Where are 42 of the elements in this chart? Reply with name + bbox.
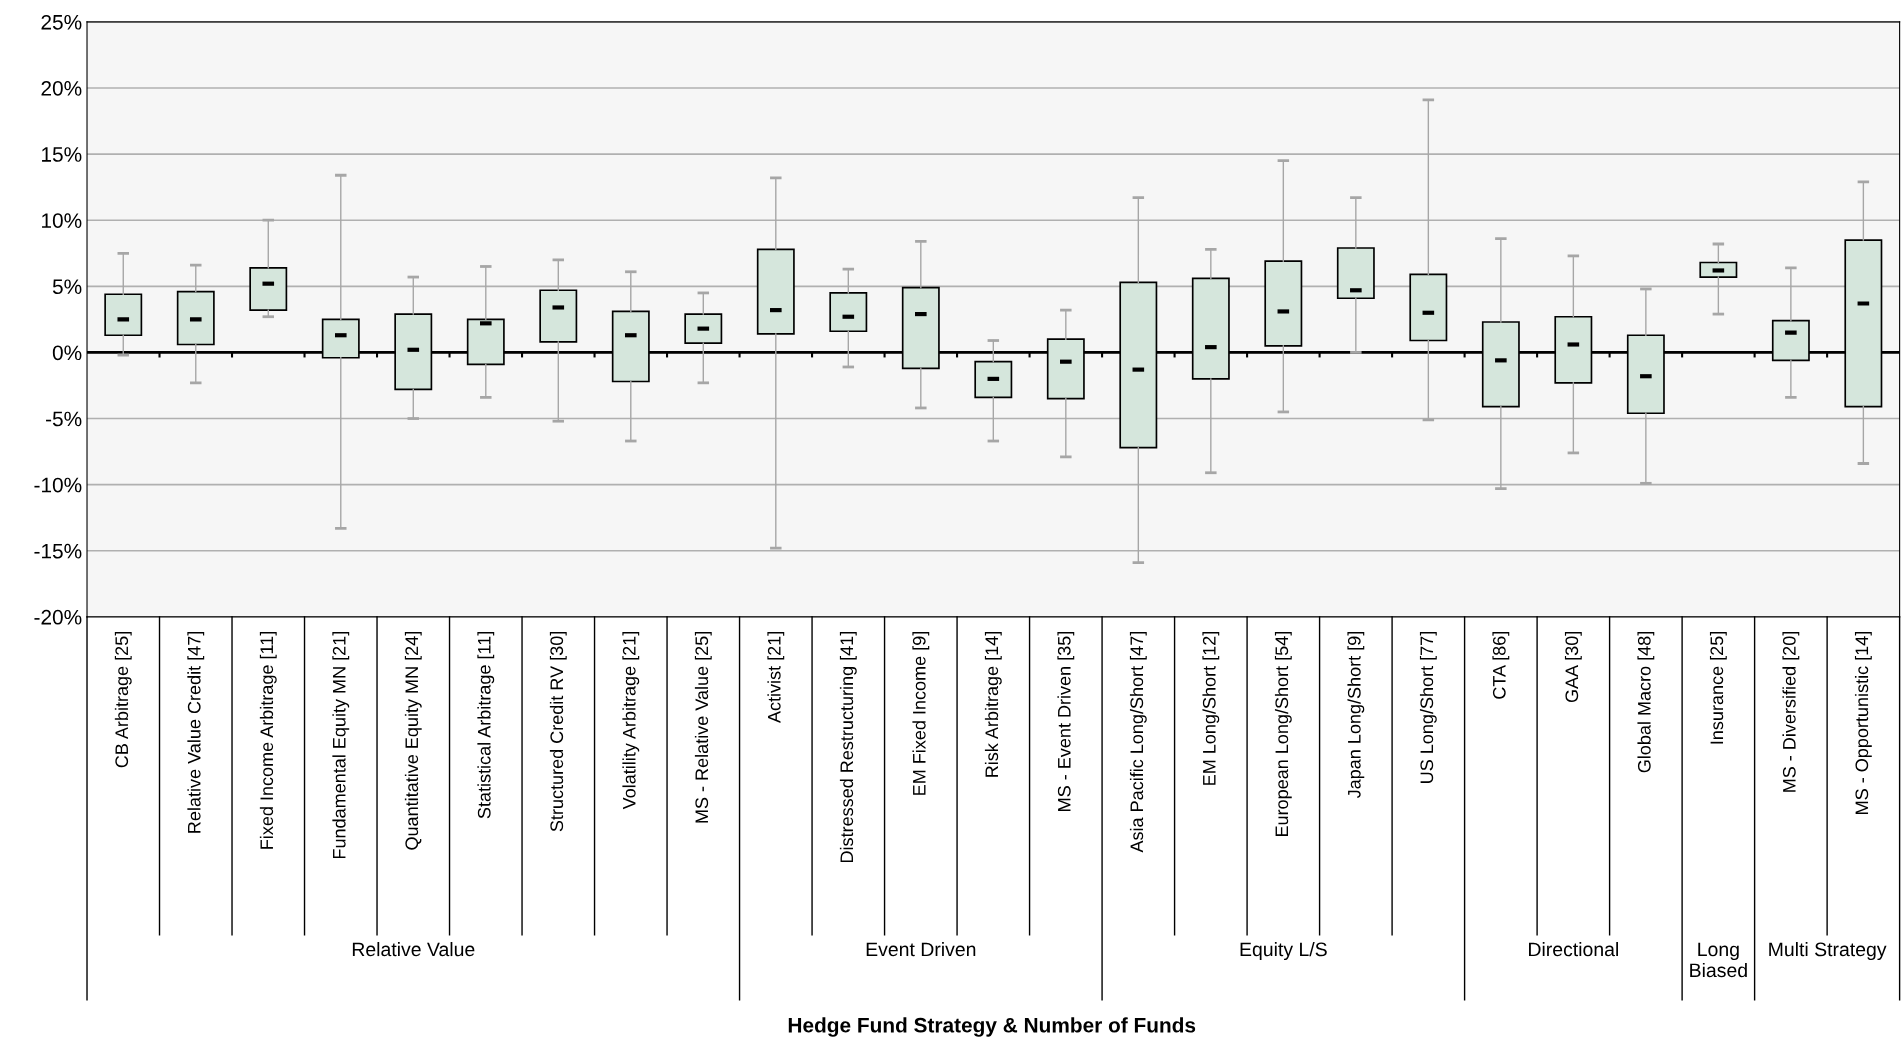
x-tick-label: EM Long/Short [12]: [1202, 632, 1220, 785]
y-tick-label: -15%: [34, 543, 82, 559]
y-tick-label: 0%: [52, 345, 82, 361]
x-tick-label: US Long/Short [77]: [1419, 632, 1437, 783]
x-tick-label: Risk Arbitrage [14]: [984, 632, 1002, 777]
text: Long Biased: [1690, 942, 1747, 978]
text: Equity L/S: [1240, 941, 1327, 961]
text: Relative Value: [352, 941, 475, 957]
y-tick-label: -10%: [34, 477, 82, 493]
x-tick-label: European Long/Short [54]: [1274, 632, 1292, 837]
x-tick-label: Fixed Income Arbitrage [11]: [259, 632, 277, 849]
x-tick-label: EM Fixed Income [9]: [912, 632, 930, 795]
x-tick-label: Asia Pacific Long/Short [47]: [1129, 632, 1147, 853]
text: Directional: [1529, 941, 1618, 957]
y-tick-label: 10%: [42, 213, 82, 228]
x-tick-label: Japan Long/Short [9]: [1347, 632, 1365, 799]
x-tick-label: MS - Relative Value [25]: [694, 632, 712, 823]
x-tick-label: Quantitative Equity MN [24]: [404, 632, 422, 850]
y-tick-label: 20%: [41, 80, 82, 96]
x-tick-label: Distressed Restructuring [41]: [839, 632, 857, 863]
text: Hedge Fund Strategy & Number of Funds: [788, 1017, 1196, 1037]
text: Multi Strategy: [1769, 941, 1887, 961]
x-tick-label: Statistical Arbitrage [11]: [477, 632, 495, 819]
x-tick-label: Relative Value Credit [47]: [187, 632, 205, 833]
y-tick-label: -20%: [34, 609, 82, 625]
x-tick-label: Activist [21]: [767, 632, 785, 724]
x-tick-label: Fundamental Equity MN [21]: [332, 632, 350, 859]
x-tick-label: Structured Credit RV [30]: [549, 632, 567, 832]
x-tick-label: Volatility Arbitrage [21]: [622, 632, 640, 810]
text: Event Driven: [866, 941, 976, 957]
y-tick-label: 25%: [41, 14, 82, 30]
y-tick-label: 15%: [42, 147, 82, 162]
y-tick-label: -5%: [46, 411, 82, 427]
x-tick-label: Global Macro [48]: [1637, 632, 1655, 773]
x-tick-label: Insurance [25]: [1709, 632, 1727, 744]
x-tick-label: GAA [30]: [1564, 632, 1582, 703]
x-tick-label: CB Arbitrage [25]: [114, 632, 132, 768]
x-tick-label: MS - Opportunistic [14]: [1854, 632, 1872, 814]
y-tick-label: 5%: [52, 279, 82, 295]
x-tick-label: MS - Diversified [20]: [1782, 632, 1800, 792]
x-tick-label: CTA [86]: [1492, 632, 1510, 699]
x-tick-label: MS - Event Driven [35]: [1057, 632, 1075, 811]
